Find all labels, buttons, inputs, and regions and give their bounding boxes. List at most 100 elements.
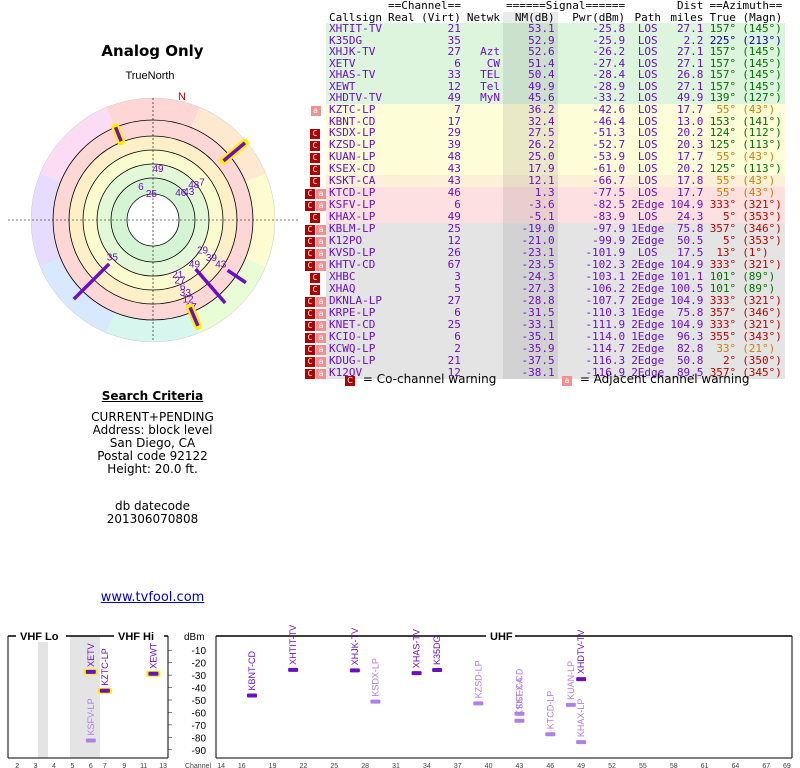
station-row[interactable]: K35DG 35 52.9 -25.9 LOS 2.2 225° (213°) [305,33,786,47]
nm-cell: 17.9 [502,163,558,175]
path-cell: LOS [637,186,658,200]
nm-cell: 12.1 [502,175,558,187]
station-row[interactable]: C KSDX-LP 29 27.5 -51.3 LOS 20.2 124° (112°) [305,126,786,140]
network-cell [464,307,503,319]
path-cell: 1Edge [631,306,665,320]
callsign-cell[interactable]: KNET-CD [329,318,376,332]
uhf-tick: 19 [269,763,277,768]
station-row[interactable]: C KHAX-LP 49 -5.1 -83.9 LOS 24.3 5° (353°) [305,210,786,224]
station-row[interactable]: XHTIT-TV 21 53.1 -25.8 LOS 27.1 157° (145°) [305,22,786,35]
network-cell [464,116,503,128]
callsign-cell[interactable]: XHAQ [329,282,356,296]
station-table-container: ==Channel== ======Signal====== Dist ==Az… [305,0,786,380]
station-row[interactable]: XHJK-TV 27 Azt 52.6 -26.2 LOS 27.1 157° (145°) [305,45,786,58]
station-row[interactable]: KBNT-CD 17 32.4 -46.4 LOS 13.0 153° (141°) [305,114,786,128]
callsign-cell[interactable]: XHDTV-TV [329,91,382,104]
azimuth-true-cell: 333° [709,198,737,212]
criteria-heading: Search Criteria [101,389,204,403]
callsign-cell[interactable]: K12PO [329,234,363,248]
polar-beam [226,268,247,285]
callsign-cell[interactable]: KSKT-CA [329,174,376,188]
azimuth-magn-cell: (321°) [742,318,782,332]
channel-cell: 39 [447,138,461,152]
callsign-cell[interactable]: KHTV-CD [329,258,376,272]
spectrum-station-label: KSDX-LP [370,658,380,697]
uhf-tick: 69 [783,763,791,768]
station-row[interactable]: C XHBC 3 -24.3 -103.1 2Edge 101.1 101° (89°) [305,270,786,284]
tvfool-link[interactable]: www.tvfool.com [100,590,205,605]
station-row[interactable]: XETV 6 CW 51.4 -27.4 LOS 27.1 157° (145°) [305,56,786,70]
callsign-cell[interactable]: KBNT-CD [329,114,376,128]
station-row[interactable]: a KZTC-LP 7 36.2 -42.6 LOS 17.7 55° (43°) [305,102,786,116]
azimuth-true-cell: 55° [716,174,737,188]
callsign-cell[interactable]: KBLM-LP [329,222,376,236]
callsign-cell[interactable]: KZTC-LP [329,102,376,116]
co-channel-warning-icon: C [310,141,320,151]
adjacent-channel-warning-icon: a [316,201,326,211]
nm-cell: 49.9 [502,80,558,92]
miles-cell: 50.8 [676,354,704,368]
nm-cell: -19.0 [502,223,558,235]
callsign-cell[interactable]: DKNLA-LP [329,294,382,308]
callsign-cell[interactable]: KZSD-LP [329,138,376,152]
azimuth-true-cell: 124° [709,126,737,140]
callsign-cell[interactable]: XEWT [329,79,356,93]
station-row[interactable]: C KZSD-LP 39 26.2 -52.7 LOS 20.3 125° (113°) [305,138,786,152]
station-row[interactable]: C XHAQ 5 -27.3 -106.2 2Edge 100.5 101° (89°) [305,282,786,296]
callsign-cell[interactable]: K35DG [329,33,363,47]
station-row[interactable]: XEWT 12 Tel 49.9 -28.9 LOS 27.1 157° (145°) [305,79,786,93]
azimuth-magn-cell: (145°) [742,45,782,58]
callsign-cell[interactable]: KUAN-LP [329,150,376,164]
nm-cell: -35.1 [502,331,558,343]
callsign-cell[interactable]: XETV [329,56,356,70]
azimuth-true-cell: 357° [709,222,737,236]
power-cell: -114.7 [585,342,626,356]
station-row[interactable]: XHAS-TV 33 TEL 50.4 -28.4 LOS 26.8 157° (145°) [305,68,786,81]
station-row[interactable]: C KSEX-CD 43 17.9 -61.0 LOS 20.2 125° (113°) [305,162,786,176]
station-row[interactable]: XHDTV-TV 49 MyN 45.6 -33.2 LOS 49.9 139° (127°) [305,91,786,104]
warning-cell: C [305,127,326,139]
station-row[interactable]: C KUAN-LP 48 25.0 -53.9 LOS 17.7 55° (43°) [305,150,786,164]
callsign-cell[interactable]: XHBC [329,270,356,284]
callsign-cell[interactable]: XHAS-TV [329,68,376,81]
callsign-cell[interactable]: KVSD-LP [329,246,376,260]
callsign-cell[interactable]: KCWQ-LP [329,342,376,356]
col-miles: miles [670,10,704,24]
callsign-cell[interactable]: KSDX-LP [329,126,376,140]
polar-station-label: 43 [183,187,195,198]
azimuth-magn-cell: (113°) [742,162,782,176]
callsign-cell[interactable]: KHAX-LP [329,210,376,224]
channel-cell: 25 [447,318,461,332]
callsign-cell[interactable]: KTCD-LP [329,186,376,200]
callsign-cell[interactable]: KSFV-LP [329,198,376,212]
callsign-cell[interactable]: XHTIT-TV [329,22,382,35]
col-true-magn: True (Magn) [709,10,783,24]
callsign-cell[interactable]: KDUG-LP [329,354,376,368]
adjacent-channel-warning-icon: a [316,237,326,247]
azimuth-true-cell: 157° [709,56,737,70]
channel-cell: 7 [454,102,461,116]
callsign-cell[interactable]: KCIO-LP [329,330,376,344]
station-row[interactable]: C KSKT-CA 43 12.1 -66.7 LOS 17.8 55° (43°) [305,174,786,188]
callsign-cell[interactable]: KSEX-CD [329,162,376,176]
y-tick-label: -80 [192,733,207,744]
callsign-cell[interactable]: XHJK-TV [329,45,376,58]
co-channel-warning-icon: C [305,309,315,319]
polar-station-label: 39 [206,253,218,264]
callsign-cell[interactable]: K12QV [329,366,363,380]
callsign-cell[interactable]: KRPE-LP [329,306,376,320]
